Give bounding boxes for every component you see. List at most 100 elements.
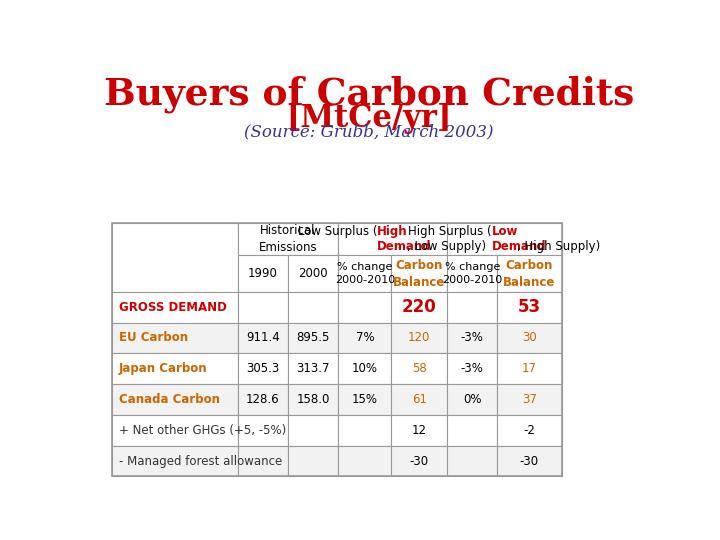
Text: GROSS DEMAND: GROSS DEMAND xyxy=(119,301,227,314)
Text: Buyers of Carbon Credits: Buyers of Carbon Credits xyxy=(104,75,634,113)
Bar xyxy=(447,223,562,255)
Bar xyxy=(338,255,392,292)
Bar xyxy=(112,292,238,322)
Text: + Net other GHGs (+5, -5%): + Net other GHGs (+5, -5%) xyxy=(119,424,287,437)
Text: -30: -30 xyxy=(520,455,539,468)
Text: Japan Carbon: Japan Carbon xyxy=(119,362,207,375)
Bar xyxy=(498,446,562,476)
Text: 158.0: 158.0 xyxy=(297,393,330,406)
Bar xyxy=(238,384,288,415)
Text: EU Carbon: EU Carbon xyxy=(119,332,188,345)
Bar xyxy=(238,255,288,292)
Text: 120: 120 xyxy=(408,332,431,345)
Text: 7%: 7% xyxy=(356,332,374,345)
Bar xyxy=(447,322,498,353)
Text: 0%: 0% xyxy=(463,393,482,406)
Text: 128.6: 128.6 xyxy=(246,393,280,406)
Bar xyxy=(447,353,498,384)
Text: High Surplus (: High Surplus ( xyxy=(408,225,492,238)
Text: 220: 220 xyxy=(402,298,436,316)
Bar xyxy=(498,322,562,353)
Bar xyxy=(498,255,562,292)
Text: -30: -30 xyxy=(410,455,429,468)
Text: Low Surplus (: Low Surplus ( xyxy=(297,225,377,238)
Text: Carbon
Balance: Carbon Balance xyxy=(503,259,556,288)
Bar xyxy=(498,384,562,415)
Text: 17: 17 xyxy=(522,362,537,375)
Bar xyxy=(288,415,338,446)
Bar xyxy=(392,384,447,415)
Text: -3%: -3% xyxy=(461,332,484,345)
Bar xyxy=(338,353,392,384)
Bar xyxy=(447,255,498,292)
Bar xyxy=(288,353,338,384)
Text: [MtCe/yr]: [MtCe/yr] xyxy=(287,103,451,134)
Bar xyxy=(112,384,238,415)
Text: , Low Supply): , Low Supply) xyxy=(407,240,486,253)
Bar xyxy=(338,384,392,415)
Bar xyxy=(112,415,238,446)
Bar xyxy=(447,384,498,415)
Bar xyxy=(392,353,447,384)
Bar xyxy=(447,446,498,476)
Bar xyxy=(288,384,338,415)
Text: , High Supply): , High Supply) xyxy=(516,240,600,253)
Text: High: High xyxy=(377,225,408,238)
Text: 30: 30 xyxy=(522,332,537,345)
Bar xyxy=(288,292,338,322)
Bar xyxy=(112,223,562,476)
Bar xyxy=(498,292,562,322)
Text: 53: 53 xyxy=(518,298,541,316)
Bar xyxy=(238,446,288,476)
Bar xyxy=(288,322,338,353)
Bar xyxy=(392,292,447,322)
Bar xyxy=(112,322,238,353)
Bar xyxy=(392,255,447,292)
Text: % change
2000-2010: % change 2000-2010 xyxy=(442,262,503,285)
Text: -3%: -3% xyxy=(461,362,484,375)
Text: Demand: Demand xyxy=(492,240,546,253)
Text: -2: -2 xyxy=(523,424,536,437)
Bar xyxy=(498,353,562,384)
Text: Low: Low xyxy=(492,225,518,238)
Bar xyxy=(392,415,447,446)
Text: 37: 37 xyxy=(522,393,537,406)
Text: 895.5: 895.5 xyxy=(297,332,330,345)
Text: 58: 58 xyxy=(412,362,426,375)
Text: 61: 61 xyxy=(412,393,427,406)
Text: 1990: 1990 xyxy=(248,267,278,280)
Text: 313.7: 313.7 xyxy=(297,362,330,375)
Text: - Managed forest allowance: - Managed forest allowance xyxy=(119,455,282,468)
Bar xyxy=(288,255,338,292)
Text: 15%: 15% xyxy=(352,393,378,406)
Bar xyxy=(338,223,447,255)
Bar xyxy=(392,446,447,476)
Bar xyxy=(238,353,288,384)
Bar xyxy=(288,446,338,476)
Bar xyxy=(498,415,562,446)
Text: Carbon
Balance: Carbon Balance xyxy=(393,259,446,288)
Text: Canada Carbon: Canada Carbon xyxy=(119,393,220,406)
Bar xyxy=(338,415,392,446)
Bar xyxy=(238,292,288,322)
Text: 911.4: 911.4 xyxy=(246,332,280,345)
Text: 12: 12 xyxy=(412,424,427,437)
Bar xyxy=(392,322,447,353)
Text: % change
2000-2010: % change 2000-2010 xyxy=(335,262,395,285)
Text: 10%: 10% xyxy=(352,362,378,375)
Bar xyxy=(238,322,288,353)
Bar xyxy=(338,446,392,476)
Bar xyxy=(238,223,338,255)
Text: (Source: Grubb, March 2003): (Source: Grubb, March 2003) xyxy=(244,124,494,141)
Bar xyxy=(112,353,238,384)
Bar xyxy=(238,415,288,446)
Text: Historical
Emissions: Historical Emissions xyxy=(258,224,318,254)
Text: Demand: Demand xyxy=(377,240,432,253)
Bar xyxy=(338,322,392,353)
Bar xyxy=(447,292,498,322)
Bar xyxy=(112,223,238,292)
Bar xyxy=(112,446,238,476)
Bar xyxy=(447,415,498,446)
Text: 2000: 2000 xyxy=(298,267,328,280)
Text: 305.3: 305.3 xyxy=(246,362,279,375)
